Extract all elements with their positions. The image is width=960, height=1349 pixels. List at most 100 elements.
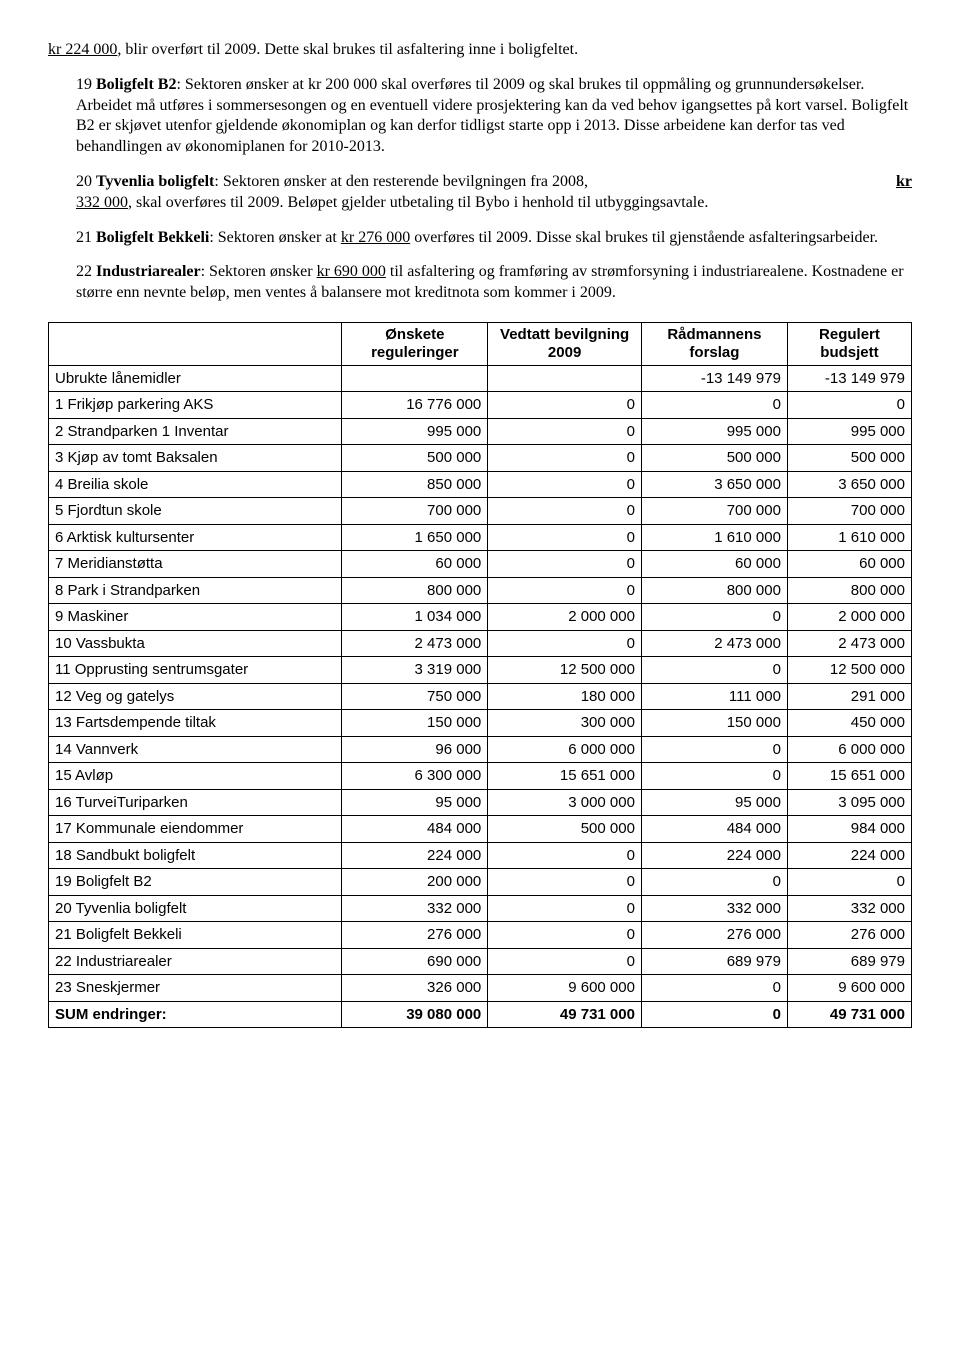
table-row: 12 Veg og gatelys750 000180 000111 00029… xyxy=(49,683,912,710)
table-row: 1 Frikjøp parkering AKS16 776 000000 xyxy=(49,392,912,419)
row-c3: 2 473 000 xyxy=(641,630,787,657)
row-c3: 276 000 xyxy=(641,922,787,949)
table-row: 23 Sneskjermer326 0009 600 00009 600 000 xyxy=(49,975,912,1002)
row-c2: 0 xyxy=(488,445,642,472)
row-c2: 0 xyxy=(488,630,642,657)
para21-body-a: : Sektoren ønsker at xyxy=(209,229,341,246)
table-row: 9 Maskiner1 034 0002 000 00002 000 000 xyxy=(49,604,912,631)
row-c4: 689 979 xyxy=(787,948,911,975)
row-label: 7 Meridianstøtta xyxy=(49,551,342,578)
sum-c4: 49 731 000 xyxy=(787,1001,911,1028)
row-c2: 300 000 xyxy=(488,710,642,737)
paragraph-20: 20 Tyvenlia boligfelt: Sektoren ønsker a… xyxy=(76,172,912,214)
table-row: 4 Breilia skole850 00003 650 0003 650 00… xyxy=(49,471,912,498)
row-c3: 1 610 000 xyxy=(641,524,787,551)
row-c1: 500 000 xyxy=(342,445,488,472)
row-c1: 750 000 xyxy=(342,683,488,710)
row-label: 9 Maskiner xyxy=(49,604,342,631)
row-c1: 850 000 xyxy=(342,471,488,498)
row-c1: 150 000 xyxy=(342,710,488,737)
table-row: 6 Arktisk kultursenter1 650 00001 610 00… xyxy=(49,524,912,551)
row-c1: 96 000 xyxy=(342,736,488,763)
row-c1: 224 000 xyxy=(342,842,488,869)
row-c2: 0 xyxy=(488,895,642,922)
row-c4: 3 650 000 xyxy=(787,471,911,498)
row-c2: 6 000 000 xyxy=(488,736,642,763)
table-sum-row: SUM endringer:39 080 00049 731 000049 73… xyxy=(49,1001,912,1028)
row-c2: 3 000 000 xyxy=(488,789,642,816)
row-c3: -13 149 979 xyxy=(641,365,787,392)
row-c3: 0 xyxy=(641,975,787,1002)
row-c3: 224 000 xyxy=(641,842,787,869)
row-c2: 0 xyxy=(488,418,642,445)
sum-c2: 49 731 000 xyxy=(488,1001,642,1028)
row-c2: 0 xyxy=(488,577,642,604)
col-header-2: Vedtatt bevilgning 2009 xyxy=(488,322,642,365)
para20-title: Tyvenlia boligfelt xyxy=(96,173,214,190)
row-c1 xyxy=(342,365,488,392)
row-c2: 12 500 000 xyxy=(488,657,642,684)
table-row: 7 Meridianstøtta60 000060 00060 000 xyxy=(49,551,912,578)
row-c4: -13 149 979 xyxy=(787,365,911,392)
intro-rest: , blir overført til 2009. Dette skal bru… xyxy=(117,41,578,58)
row-c1: 1 034 000 xyxy=(342,604,488,631)
row-c4: 332 000 xyxy=(787,895,911,922)
row-c1: 700 000 xyxy=(342,498,488,525)
row-c4: 450 000 xyxy=(787,710,911,737)
row-c3: 0 xyxy=(641,736,787,763)
row-label: 8 Park i Strandparken xyxy=(49,577,342,604)
row-c3: 700 000 xyxy=(641,498,787,525)
intro-paragraph: kr 224 000, blir overført til 2009. Dett… xyxy=(48,40,912,61)
row-c1: 2 473 000 xyxy=(342,630,488,657)
row-label: 5 Fjordtun skole xyxy=(49,498,342,525)
table-row: 13 Fartsdempende tiltak150 000300 000150… xyxy=(49,710,912,737)
row-c1: 326 000 xyxy=(342,975,488,1002)
row-c1: 3 319 000 xyxy=(342,657,488,684)
row-label: 12 Veg og gatelys xyxy=(49,683,342,710)
col-header-blank xyxy=(49,322,342,365)
para20-amount: 332 000 xyxy=(76,194,128,211)
row-label: 17 Kommunale eiendommer xyxy=(49,816,342,843)
row-c3: 500 000 xyxy=(641,445,787,472)
row-c4: 9 600 000 xyxy=(787,975,911,1002)
para20-body-b: , skal overføres til 2009. Beløpet gjeld… xyxy=(128,194,708,211)
row-label: 15 Avløp xyxy=(49,763,342,790)
row-c1: 60 000 xyxy=(342,551,488,578)
table-header-row: Ønskete reguleringer Vedtatt bevilgning … xyxy=(49,322,912,365)
row-c3: 332 000 xyxy=(641,895,787,922)
paragraph-19: 19 Boligfelt B2: Sektoren ønsker at kr 2… xyxy=(76,75,912,158)
row-label: 11 Opprusting sentrumsgater xyxy=(49,657,342,684)
para20-kr: kr xyxy=(896,172,912,193)
paragraph-22: 22 Industriarealer: Sektoren ønsker kr 6… xyxy=(76,262,912,304)
para21-title: Boligfelt Bekkeli xyxy=(96,229,209,246)
para19-title: Boligfelt B2 xyxy=(96,76,176,93)
intro-amount: kr 224 000 xyxy=(48,41,117,58)
row-c3: 689 979 xyxy=(641,948,787,975)
row-c1: 6 300 000 xyxy=(342,763,488,790)
row-c2: 2 000 000 xyxy=(488,604,642,631)
row-c2: 500 000 xyxy=(488,816,642,843)
row-c4: 291 000 xyxy=(787,683,911,710)
row-c4: 15 651 000 xyxy=(787,763,911,790)
row-c2: 180 000 xyxy=(488,683,642,710)
table-row: 11 Opprusting sentrumsgater3 319 00012 5… xyxy=(49,657,912,684)
col-header-1: Ønskete reguleringer xyxy=(342,322,488,365)
row-c4: 2 473 000 xyxy=(787,630,911,657)
table-row: 3 Kjøp av tomt Baksalen500 0000500 00050… xyxy=(49,445,912,472)
row-c4: 12 500 000 xyxy=(787,657,911,684)
table-row: 15 Avløp6 300 00015 651 000015 651 000 xyxy=(49,763,912,790)
sum-c3: 0 xyxy=(641,1001,787,1028)
row-label: 6 Arktisk kultursenter xyxy=(49,524,342,551)
para20-num: 20 xyxy=(76,173,92,190)
row-label: 1 Frikjøp parkering AKS xyxy=(49,392,342,419)
row-c3: 0 xyxy=(641,604,787,631)
row-c3: 0 xyxy=(641,657,787,684)
row-c1: 95 000 xyxy=(342,789,488,816)
row-label: 21 Boligfelt Bekkeli xyxy=(49,922,342,949)
row-c3: 111 000 xyxy=(641,683,787,710)
para22-title: Industriarealer xyxy=(96,263,201,280)
row-label: 19 Boligfelt B2 xyxy=(49,869,342,896)
sum-c1: 39 080 000 xyxy=(342,1001,488,1028)
row-c1: 484 000 xyxy=(342,816,488,843)
row-c4: 800 000 xyxy=(787,577,911,604)
